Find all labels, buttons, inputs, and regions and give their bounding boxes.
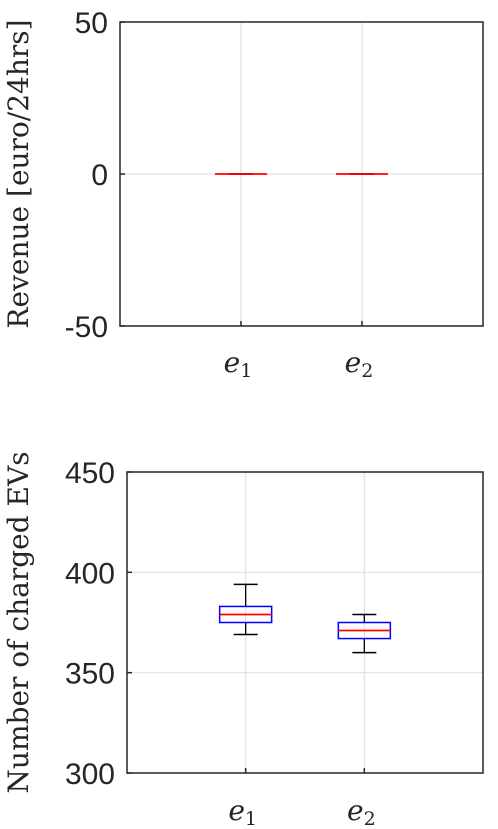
evs-ytick-label-0: 300 — [65, 758, 115, 791]
revenue-ytick-label-1: 0 — [91, 159, 108, 192]
charged-evs-chart: 300 350 400 450 e1 e2 Number of charged EVs — [2, 451, 484, 829]
evs-ytick-label-1: 350 — [65, 658, 115, 691]
revenue-xtick-label-2: e2 — [345, 346, 374, 382]
evs-xtick-label-1: e1 — [228, 794, 257, 829]
evs-xtick-label-2: e2 — [347, 794, 376, 829]
evs-y-axis-label: Number of charged EVs — [2, 451, 35, 793]
revenue-chart: -50 0 50 e1 e2 Revenue [euro/24hrs] — [2, 7, 484, 382]
revenue-xtick-label-1: e1 — [224, 346, 253, 382]
evs-plot-area — [127, 472, 483, 773]
revenue-y-axis-label: Revenue [euro/24hrs] — [2, 19, 35, 328]
evs-ytick-label-2: 400 — [65, 557, 115, 590]
revenue-ytick-label-2: 50 — [75, 7, 108, 40]
evs-axes-frame — [126, 471, 484, 774]
revenue-ytick-label-0: -50 — [65, 311, 108, 344]
evs-ytick-label-3: 450 — [65, 457, 115, 490]
